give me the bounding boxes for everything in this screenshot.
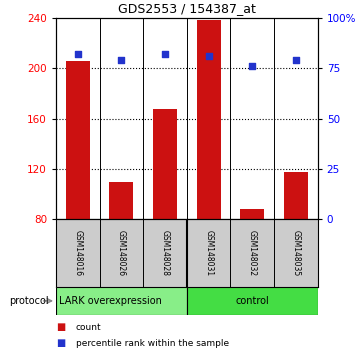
Text: GSM148016: GSM148016 xyxy=(73,230,82,276)
Bar xyxy=(109,182,133,219)
Text: ■: ■ xyxy=(56,322,65,332)
Bar xyxy=(284,172,308,219)
Text: GSM148026: GSM148026 xyxy=(117,230,126,276)
Text: GSM148031: GSM148031 xyxy=(204,230,213,276)
Bar xyxy=(56,287,187,315)
Point xyxy=(293,57,299,63)
Text: GSM148035: GSM148035 xyxy=(291,230,300,276)
Text: protocol: protocol xyxy=(9,296,49,306)
Point xyxy=(75,51,81,57)
Point xyxy=(249,63,255,69)
Title: GDS2553 / 154387_at: GDS2553 / 154387_at xyxy=(118,2,256,15)
Text: count: count xyxy=(76,323,101,332)
Bar xyxy=(187,287,318,315)
Text: LARK overexpression: LARK overexpression xyxy=(59,296,162,306)
Point xyxy=(206,53,212,59)
Text: GSM148032: GSM148032 xyxy=(248,230,257,276)
Text: GSM148028: GSM148028 xyxy=(161,230,170,276)
Point xyxy=(118,57,124,63)
Bar xyxy=(197,20,221,219)
Bar xyxy=(153,108,177,219)
Text: control: control xyxy=(235,296,269,306)
Point xyxy=(162,51,168,57)
Text: ■: ■ xyxy=(56,338,65,348)
Bar xyxy=(66,61,90,219)
Text: percentile rank within the sample: percentile rank within the sample xyxy=(76,339,229,348)
Bar xyxy=(240,209,264,219)
